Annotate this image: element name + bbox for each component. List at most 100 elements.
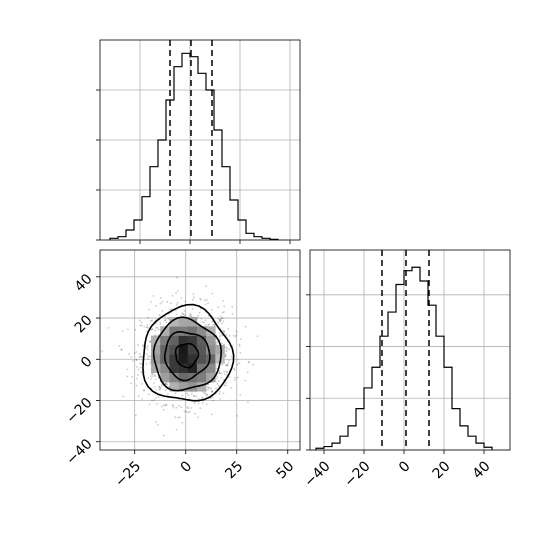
scatter-point [174, 392, 177, 395]
scatter-point [190, 393, 193, 396]
scatter-point [154, 378, 157, 381]
scatter-point [233, 379, 236, 381]
density-cell [151, 335, 161, 346]
scatter-point [140, 321, 143, 324]
scatter-point [220, 372, 223, 375]
hist-x-histogram [109, 52, 279, 240]
scatter-point [141, 398, 144, 400]
scatter-point [227, 364, 229, 367]
scatter-point [220, 315, 222, 318]
scatter-point [218, 372, 221, 375]
scatter-point [160, 384, 163, 387]
scatter-point [151, 328, 154, 331]
density-cell [206, 344, 216, 355]
scatter-point [175, 303, 178, 306]
scatter-point [143, 325, 146, 328]
scatter-point [134, 414, 137, 417]
scatter-point [219, 397, 221, 400]
scatter-point [159, 297, 162, 299]
scatter-point [231, 306, 234, 308]
scatter-point [180, 314, 183, 317]
hist-y-x-ticks: −40 −20 0 20 40 [301, 458, 493, 490]
scatter-point [150, 377, 153, 380]
scatter-point [147, 393, 150, 396]
density-cell [160, 344, 170, 355]
scatter-point [232, 334, 235, 337]
scatter-point [224, 364, 227, 367]
scatter-point [128, 353, 130, 356]
scatter-point [120, 348, 123, 351]
scatter-point [205, 285, 207, 288]
density-x-ticks: −25 0 25 50 [112, 458, 297, 490]
scatter-point [256, 335, 259, 338]
scatter-point [212, 399, 215, 402]
scatter-point [134, 328, 137, 331]
density-ytick-label: −40 [63, 436, 95, 468]
scatter-point [221, 334, 223, 337]
scatter-point [152, 295, 155, 297]
scatter-point [230, 387, 233, 389]
scatter-point [148, 340, 151, 343]
scatter-point [150, 372, 153, 375]
scatter-point [155, 402, 158, 405]
scatter-point [157, 395, 160, 398]
scatter-point [210, 308, 213, 311]
scatter-point [187, 411, 190, 414]
scatter-point [126, 375, 129, 378]
scatter-point [166, 317, 169, 320]
scatter-point [164, 383, 167, 385]
scatter-point [221, 317, 224, 320]
density-cell [151, 363, 161, 373]
scatter-point [200, 317, 203, 320]
scatter-point [207, 386, 209, 389]
density-cell [215, 344, 225, 355]
scatter-point [141, 356, 143, 358]
density-cell [178, 372, 189, 383]
scatter-point [231, 312, 234, 315]
scatter-point [158, 314, 161, 316]
scatter-point [107, 326, 110, 329]
scatter-point [238, 343, 241, 346]
scatter-point [204, 391, 207, 394]
scatter-point [164, 319, 167, 322]
scatter-point [147, 355, 150, 358]
scatter-point [157, 376, 160, 379]
scatter-point [191, 298, 194, 301]
scatter-point [157, 423, 160, 426]
density-cell [196, 372, 207, 383]
scatter-point [239, 338, 242, 341]
scatter-point [183, 309, 186, 312]
density-cell [169, 317, 179, 327]
scatter-point [137, 374, 139, 377]
scatter-point [218, 319, 221, 322]
scatter-point [151, 373, 154, 375]
scatter-point [146, 353, 148, 356]
density-cell [169, 344, 179, 355]
scatter-point [226, 348, 228, 351]
scatter-point [184, 300, 187, 303]
scatter-point [252, 363, 255, 366]
scatter-point [221, 363, 224, 366]
density-cell [169, 363, 179, 373]
density-ytick-label: 0 [78, 354, 96, 372]
density-cell [187, 363, 198, 373]
scatter-point [137, 368, 140, 371]
density-cell [196, 354, 207, 364]
scatter-point [207, 386, 210, 389]
scatter-point [216, 375, 219, 378]
scatter-point [165, 403, 168, 406]
scatter-point [165, 321, 168, 324]
scatter-point [236, 358, 239, 361]
scatter-point [145, 346, 147, 349]
scatter-point [226, 371, 229, 374]
scatter-point [165, 383, 168, 386]
scatter-point [216, 341, 219, 344]
scatter-point [220, 317, 223, 320]
scatter-point [135, 358, 138, 361]
density-cell [178, 344, 189, 355]
scatter-point [146, 326, 149, 329]
scatter-point [225, 346, 228, 349]
scatter-point [219, 333, 222, 336]
scatter-point [138, 319, 141, 322]
